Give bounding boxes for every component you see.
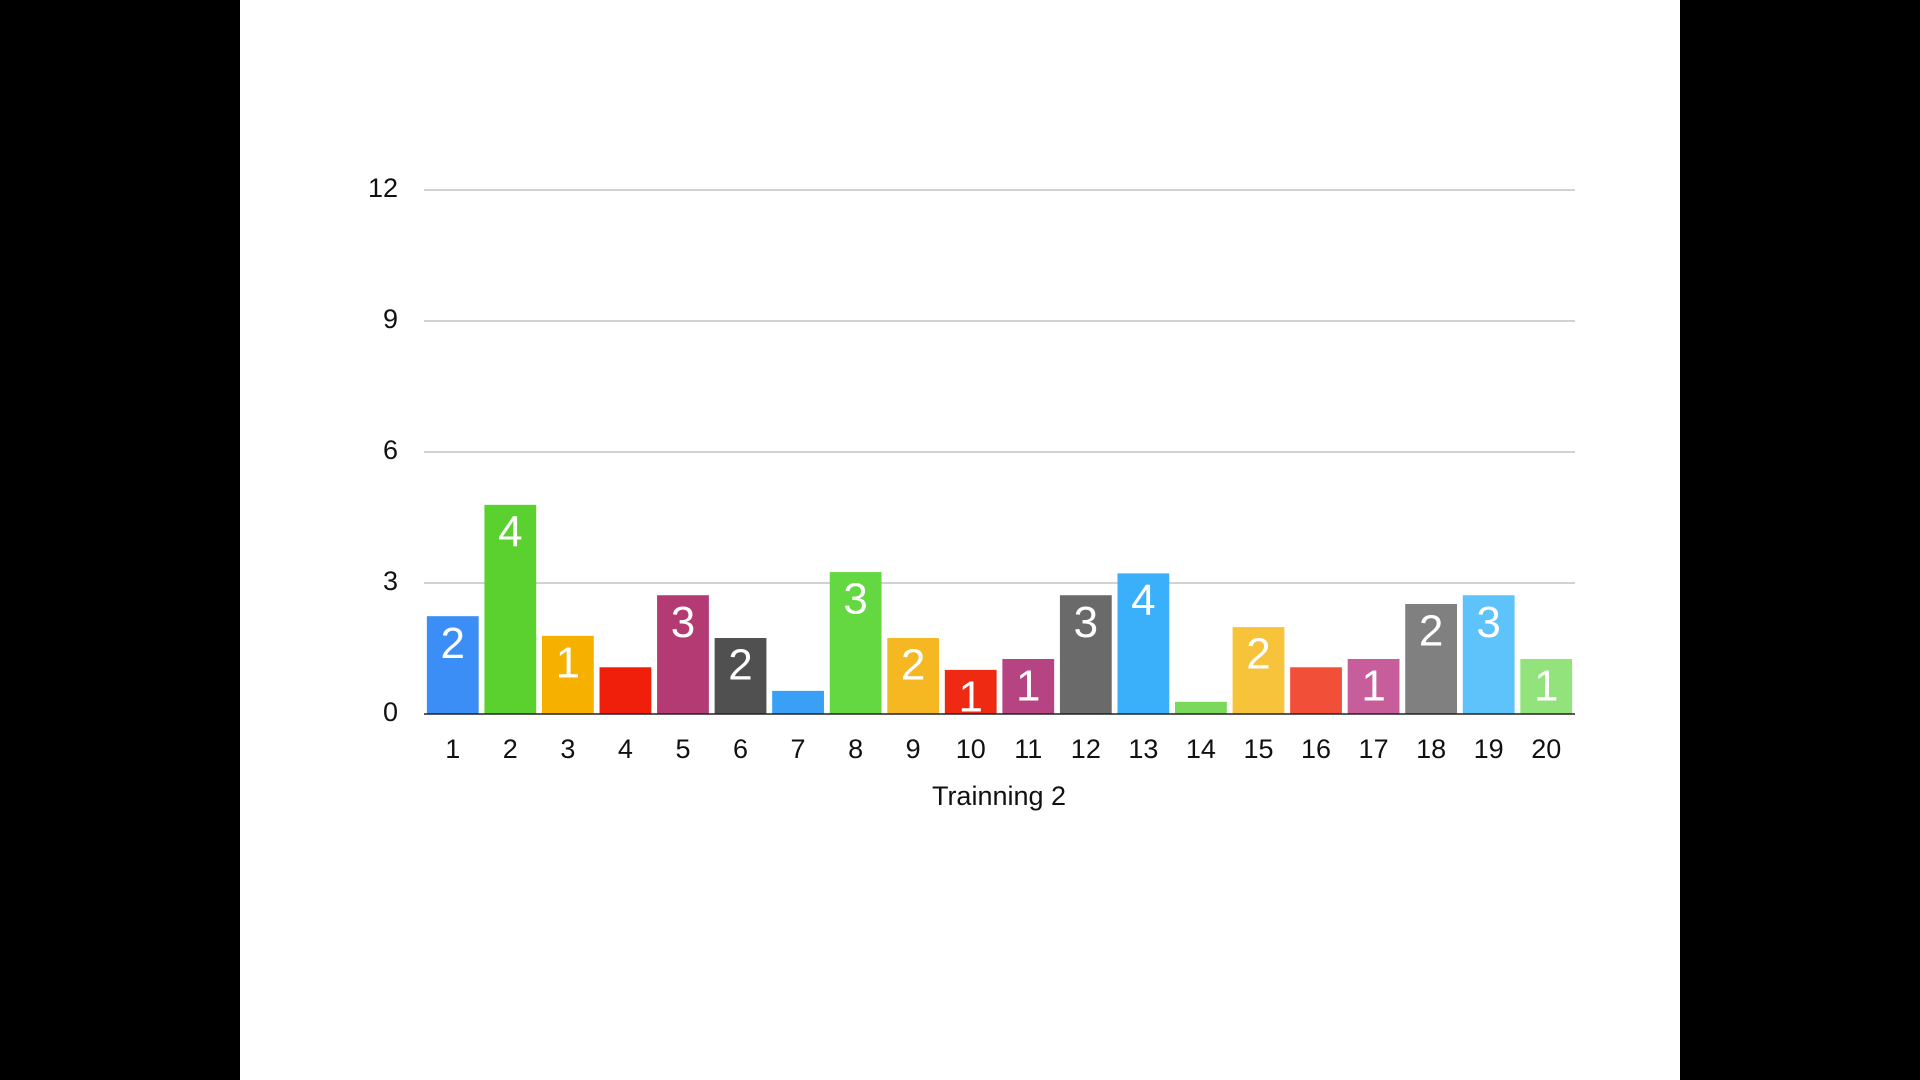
bar	[714, 638, 767, 714]
x-tick-label: 20	[1531, 734, 1561, 764]
x-axis-title: Trainning 2	[932, 781, 1066, 811]
x-tick-label: 6	[733, 734, 748, 764]
x-tick-label: 1	[445, 734, 460, 764]
bar	[1462, 595, 1515, 714]
data-label: 1	[556, 638, 580, 687]
bar	[887, 638, 940, 714]
data-label: 1	[1361, 662, 1385, 711]
bar	[1290, 667, 1342, 714]
bar	[772, 690, 824, 714]
slide	[240, 0, 1680, 1080]
x-tick-label: 5	[675, 734, 690, 764]
data-label: 3	[843, 575, 867, 624]
bar	[1002, 658, 1055, 714]
x-tick-label: 19	[1474, 734, 1504, 764]
data-label: 4	[1131, 576, 1155, 625]
data-label: 1	[1534, 662, 1558, 711]
data-label: 3	[1074, 598, 1098, 647]
data-label: 2	[1419, 607, 1443, 656]
data-label: 2	[901, 641, 925, 690]
bar	[484, 504, 537, 714]
bar	[541, 635, 594, 714]
bar	[657, 595, 709, 714]
x-tick-label: 11	[1014, 734, 1042, 764]
bar	[599, 667, 652, 714]
bar	[829, 572, 882, 714]
x-tick-label: 4	[618, 734, 633, 764]
data-label: 2	[1246, 630, 1270, 679]
y-tick-label: 9	[383, 304, 398, 334]
bar	[1232, 627, 1285, 714]
data-label: 3	[1476, 598, 1500, 647]
x-tick-label: 3	[560, 734, 575, 764]
data-label: 2	[441, 619, 465, 668]
data-label: 2	[728, 641, 752, 690]
bar	[1520, 658, 1573, 714]
x-tick-label: 13	[1128, 734, 1158, 764]
bar	[1175, 701, 1227, 714]
x-tick-label: 18	[1416, 734, 1446, 764]
y-tick-label: 6	[383, 435, 398, 465]
x-tick-label: 2	[503, 734, 518, 764]
bar	[426, 616, 479, 714]
y-tick-label: 0	[383, 697, 398, 727]
data-label: 3	[671, 598, 695, 647]
x-tick-label: 8	[848, 734, 863, 764]
data-label: 1	[1016, 662, 1040, 711]
bar	[1405, 603, 1458, 714]
x-tick-label: 17	[1359, 734, 1389, 764]
x-tick-label: 7	[791, 734, 806, 764]
data-label: 4	[498, 507, 522, 556]
y-tick-label: 3	[383, 566, 398, 596]
x-tick-label: 10	[956, 734, 986, 764]
bar	[944, 669, 997, 714]
bar	[1347, 658, 1400, 714]
bar	[1117, 573, 1170, 714]
x-tick-label: 15	[1243, 734, 1273, 764]
bar	[1059, 595, 1112, 714]
x-tick-label: 9	[906, 734, 921, 764]
x-tick-label: 14	[1186, 734, 1216, 764]
x-tick-label: 16	[1301, 734, 1331, 764]
x-tick-label: 12	[1071, 734, 1101, 764]
y-tick-label: 12	[368, 173, 398, 203]
data-label: 1	[958, 673, 982, 722]
